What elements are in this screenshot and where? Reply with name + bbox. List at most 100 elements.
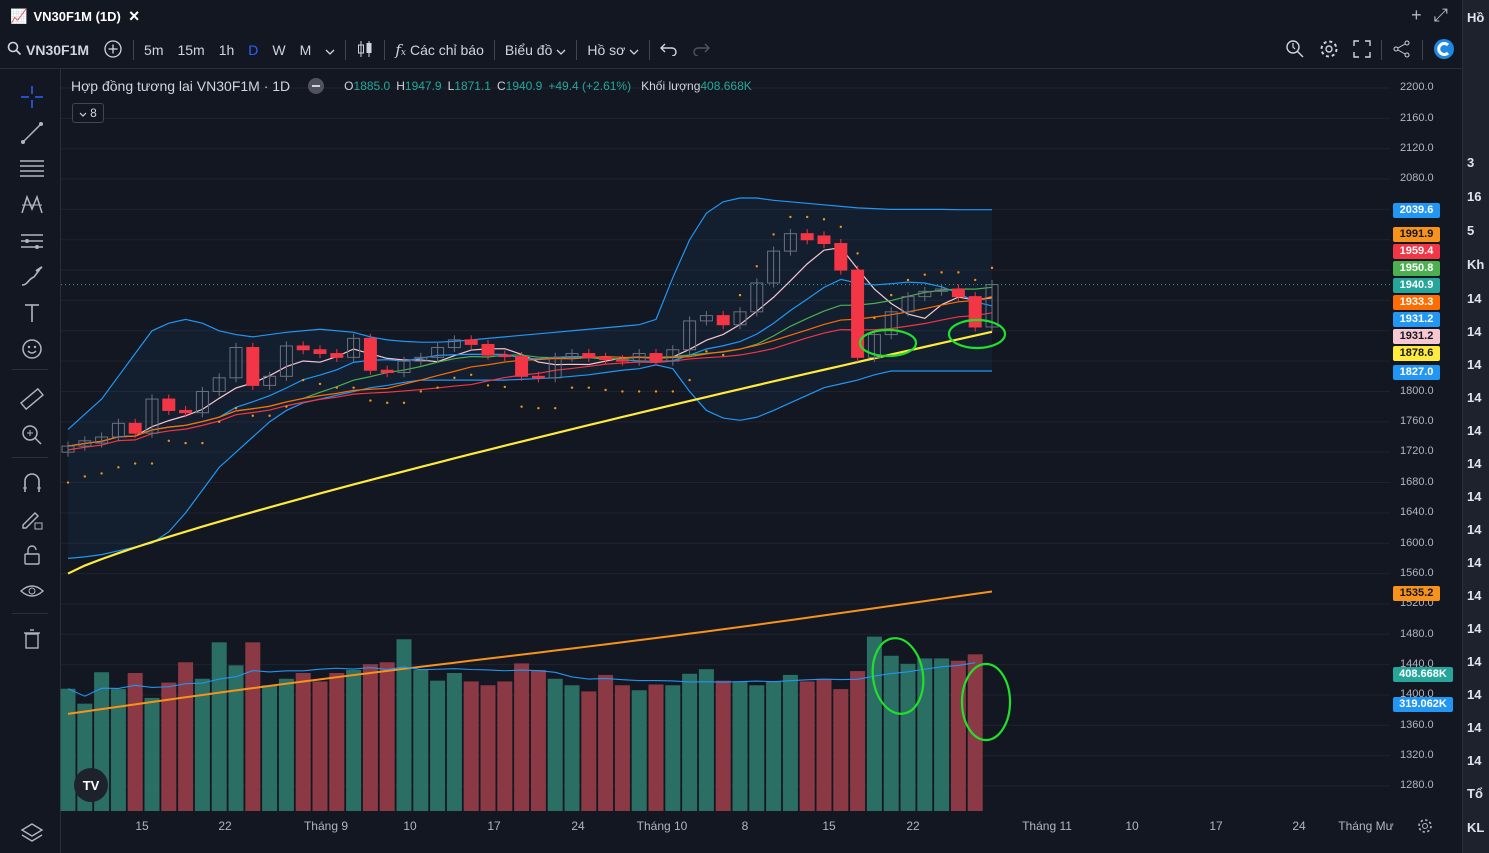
trash-icon (18, 629, 46, 656)
watchlist-item[interactable]: 14 (1467, 456, 1482, 471)
watchlist-item[interactable]: 14 (1467, 720, 1482, 735)
smiley-icon (18, 339, 46, 366)
fullscreen-button[interactable] (1346, 36, 1378, 64)
add-tab-icon[interactable]: + (1411, 5, 1422, 25)
interval-w[interactable]: W (272, 42, 286, 58)
compare-symbol-button[interactable] (96, 36, 130, 64)
chart-tab[interactable]: 📈 VN30F1M (1D) × (10, 6, 139, 26)
undo-button[interactable] (653, 36, 685, 64)
indicators-collapse-button[interactable]: 8 (72, 103, 104, 123)
axis-settings-button[interactable] (1417, 818, 1433, 837)
interval-15m[interactable]: 15m (177, 42, 205, 58)
time-axis-label: Tháng 11 (1022, 819, 1072, 833)
pattern-tool[interactable] (18, 191, 46, 219)
watchlist-item[interactable]: Hồ (1467, 10, 1485, 25)
time-axis-label: 15 (135, 819, 149, 833)
settings-button[interactable] (1312, 36, 1346, 64)
measure-tool[interactable] (18, 385, 46, 413)
low-label: L (447, 79, 455, 93)
profile-dropdown[interactable]: Hồ sơ (580, 36, 646, 64)
indicators-label: Các chỉ báo (409, 42, 484, 58)
watchlist-item[interactable]: 14 (1467, 687, 1482, 702)
price-tag: 1931.2 (1393, 312, 1440, 327)
watchlist-item[interactable]: 14 (1467, 357, 1482, 372)
expand-window-icon[interactable]: ⤢ (1433, 5, 1448, 25)
emoji-tool[interactable] (18, 335, 46, 363)
watchlist-item[interactable]: KL (1467, 820, 1485, 835)
time-axis-label: 22 (906, 819, 920, 833)
fib-tool[interactable] (18, 155, 46, 183)
indicators-button[interactable]: fx Các chỉ báo (388, 36, 491, 64)
watchlist-item[interactable]: 5 (1467, 223, 1475, 238)
time-axis-label: Tháng Mư (1338, 819, 1394, 833)
time-axis-label: 17 (1209, 819, 1223, 833)
tradingview-logo[interactable]: TV (74, 768, 108, 802)
watchlist-item[interactable]: Tổ (1467, 786, 1483, 801)
toolbar-divider (576, 40, 578, 60)
price-axis-label: 1480.0 (1400, 628, 1434, 640)
toolbar-divider (345, 40, 347, 60)
magnet-tool[interactable] (18, 469, 46, 497)
chevron-down-icon (79, 106, 87, 120)
redo-button[interactable] (685, 36, 717, 64)
zoom-in-tool[interactable] (18, 421, 46, 449)
watchlist-item[interactable]: 3 (1467, 155, 1475, 170)
share-button[interactable] (1385, 36, 1419, 64)
lock-drawing-tool[interactable] (18, 505, 46, 533)
legend-menu-icon[interactable] (308, 78, 325, 94)
watchlist-item[interactable]: 14 (1467, 753, 1482, 768)
projection-tool[interactable] (18, 227, 46, 255)
tools-divider (12, 457, 48, 458)
ohlc-values: O1885.0 H1947.9 L1871.1 C1940.9 +49.4 (+… (344, 79, 752, 93)
zoom-in-icon (18, 425, 46, 452)
open-label: O (344, 79, 354, 93)
watchlist-item[interactable]: 14 (1467, 291, 1482, 306)
watchlist-item[interactable]: 14 (1467, 522, 1482, 537)
watchlist-item[interactable]: 14 (1467, 654, 1482, 669)
interval-m[interactable]: M (299, 42, 312, 58)
logo-text: TV (82, 777, 100, 793)
chart-pane[interactable] (61, 69, 1462, 853)
watchlist-item[interactable]: 14 (1467, 390, 1482, 405)
interval-d[interactable]: D (248, 42, 259, 58)
remove-drawings-tool[interactable] (18, 625, 46, 653)
interval-dropdown-button[interactable] (318, 36, 342, 64)
brand-logo[interactable] (1426, 36, 1462, 64)
time-axis-label: 17 (487, 819, 501, 833)
watchlist-item[interactable]: 14 (1467, 621, 1482, 636)
time-axis-label: 24 (571, 819, 585, 833)
chart-type-dropdown[interactable]: Biểu đồ (498, 36, 573, 64)
watchlist-item[interactable]: 14 (1467, 555, 1482, 570)
plus-circle-icon (103, 39, 123, 62)
object-tree-tool[interactable] (18, 819, 46, 847)
brush-tool[interactable] (18, 263, 46, 291)
fullscreen-icon (1353, 39, 1371, 61)
lock-all-tool[interactable] (18, 541, 46, 569)
ruler-icon (18, 387, 46, 416)
symbol-search-button[interactable]: VN30F1M (0, 36, 96, 64)
hide-drawings-tool[interactable] (18, 577, 46, 605)
crosshair-tool[interactable] (18, 83, 46, 111)
watchlist-item[interactable]: 14 (1467, 489, 1482, 504)
trend-line-tool[interactable] (18, 119, 46, 147)
toolbar-divider (649, 40, 651, 60)
interval-5m[interactable]: 5m (144, 42, 164, 58)
quick-search-button[interactable] (1278, 36, 1312, 64)
watchlist-item[interactable]: 14 (1467, 588, 1482, 603)
watchlist-item[interactable]: 14 (1467, 324, 1482, 339)
watchlist-item[interactable]: 14 (1467, 423, 1482, 438)
pencil-lock-icon (18, 512, 46, 536)
text-tool[interactable] (18, 299, 46, 327)
price-axis-label: 1680.0 (1400, 476, 1434, 488)
undo-icon (660, 42, 678, 59)
close-tab-icon[interactable]: × (128, 5, 140, 26)
interval-1h[interactable]: 1h (218, 42, 235, 58)
zoom-search-icon (1285, 39, 1305, 62)
price-tag: 1933.3 (1393, 295, 1440, 310)
profile-label: Hồ sơ (587, 42, 626, 58)
candles-chart-type-button[interactable] (349, 36, 381, 64)
redo-icon (692, 42, 711, 59)
watchlist-item[interactable]: Kh (1467, 257, 1485, 272)
watchlist-item[interactable]: 16 (1467, 189, 1482, 204)
price-axis-label: 1360.0 (1400, 719, 1434, 731)
